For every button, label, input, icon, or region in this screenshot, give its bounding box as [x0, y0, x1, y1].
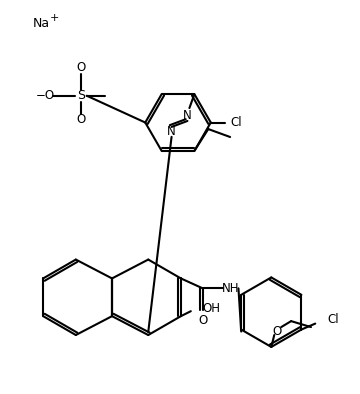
Text: O: O	[76, 113, 85, 126]
Text: +: +	[49, 13, 59, 23]
Text: O: O	[273, 325, 282, 338]
Text: S: S	[77, 89, 85, 102]
Text: Cl: Cl	[231, 116, 242, 129]
Text: N: N	[167, 125, 176, 138]
Text: Na: Na	[33, 17, 50, 30]
Text: OH: OH	[203, 302, 221, 315]
Text: O: O	[198, 314, 207, 327]
Text: O: O	[76, 61, 85, 74]
Text: −O: −O	[36, 89, 55, 102]
Text: N: N	[183, 110, 192, 123]
Text: NH: NH	[222, 282, 239, 295]
Text: Cl: Cl	[327, 313, 339, 326]
